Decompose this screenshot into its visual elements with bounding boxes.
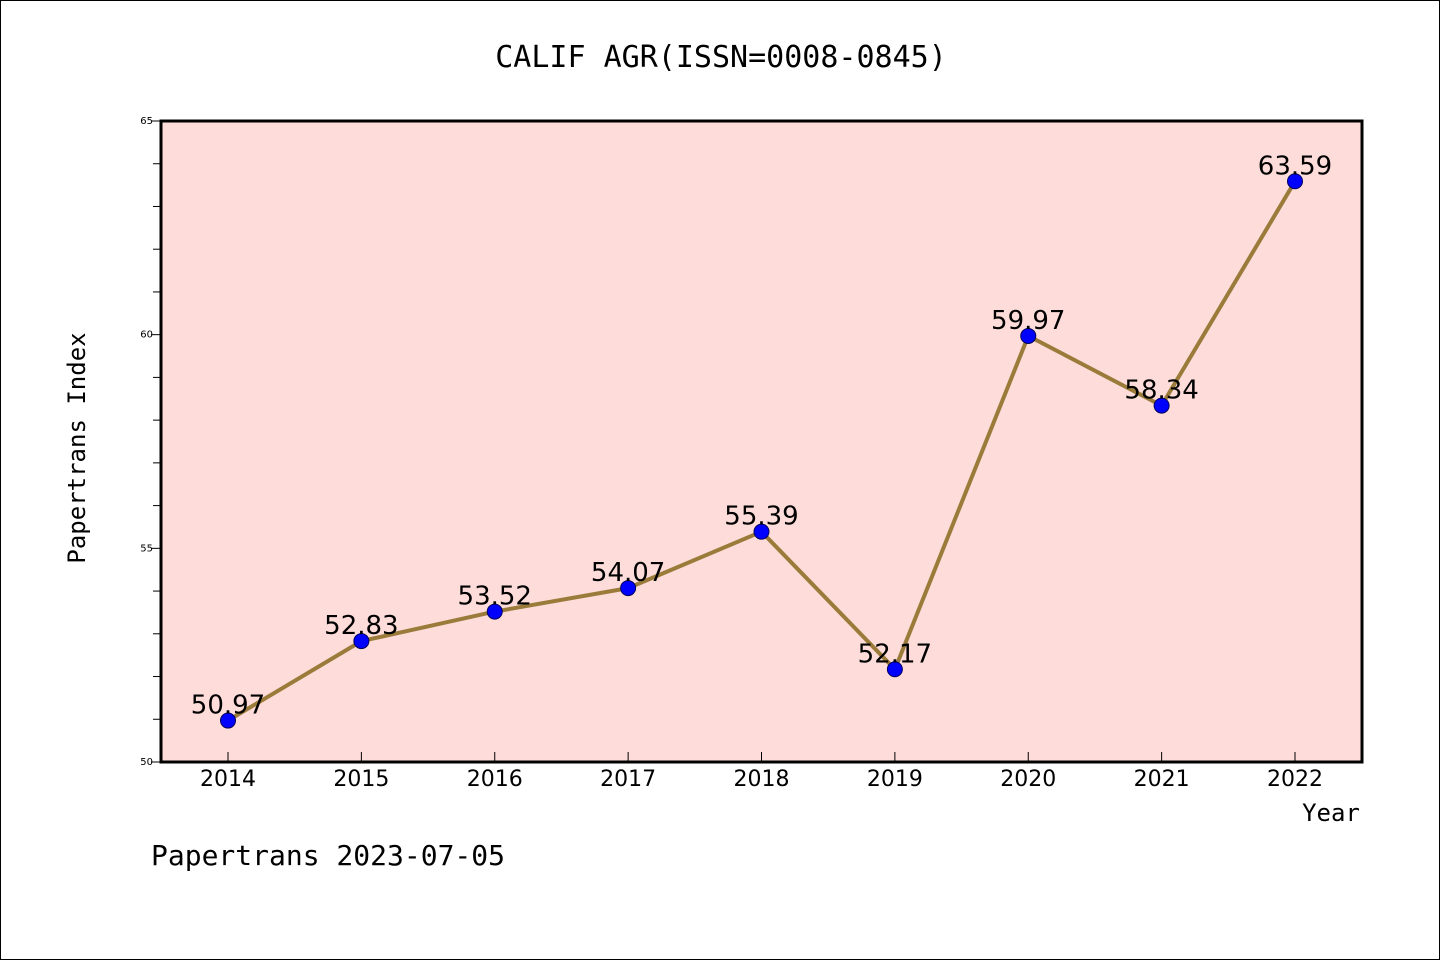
- data-label-2014: 50.97: [191, 691, 265, 721]
- data-point-2014: [220, 712, 236, 729]
- data-point-2016: [486, 603, 503, 620]
- data-label-2020: 59.97: [991, 306, 1065, 336]
- data-point-2017: [620, 580, 637, 597]
- plot-area: [159, 119, 1364, 764]
- data-label-2018: 55.39: [724, 502, 798, 532]
- y-tick-label: 60: [140, 330, 153, 341]
- x-tick-label: 2016: [467, 767, 523, 792]
- data-point-2021: [1153, 397, 1170, 414]
- y-minor-ticks: [153, 163, 161, 720]
- data-label-2022: 63.59: [1258, 151, 1332, 181]
- data-label-2021: 58.34: [1124, 376, 1198, 406]
- data-labels: 50.97 52.83 53.52 54.07 55.39 52.17 59.97 58.34…: [191, 151, 1332, 720]
- data-label-2019: 52.17: [858, 639, 932, 669]
- x-tick-label: 2019: [867, 767, 923, 792]
- data-label-2016: 53.52: [458, 582, 532, 612]
- data-point-2018: [753, 523, 770, 540]
- data-point-2022: [1287, 173, 1303, 190]
- x-tick-label: 2017: [600, 767, 656, 792]
- x-tick-label: 2020: [1000, 767, 1056, 792]
- y-tick-label: 50: [140, 757, 153, 768]
- x-tick-label: 2015: [333, 767, 389, 792]
- x-tick-label: 2022: [1267, 767, 1323, 792]
- y-axis-ticks: 50 55 60 65: [140, 116, 161, 768]
- y-axis-title: Papertrans Index: [63, 332, 91, 563]
- chart-title: CALIF AGR(ISSN=0008-0845): [495, 40, 947, 75]
- data-points: [220, 173, 1303, 729]
- data-label-2017: 54.07: [591, 558, 665, 588]
- y-tick-label: 65: [140, 116, 153, 127]
- data-point-2020: [1020, 327, 1037, 344]
- data-point-2015: [353, 633, 370, 650]
- y-tick-label: 55: [140, 543, 153, 554]
- data-label-2015: 52.83: [324, 611, 398, 641]
- x-tick-label: 2018: [734, 767, 790, 792]
- x-axis-title: Year: [1302, 799, 1360, 827]
- x-tick-label: 2021: [1134, 767, 1190, 792]
- x-axis-ticks: 2014 2015 2016 2017 2018 2019 2020 2021 2022: [200, 752, 1323, 792]
- footer-date-stamp: Papertrans 2023-07-05: [151, 839, 505, 872]
- x-tick-label: 2014: [200, 767, 256, 792]
- data-point-2019: [886, 661, 903, 678]
